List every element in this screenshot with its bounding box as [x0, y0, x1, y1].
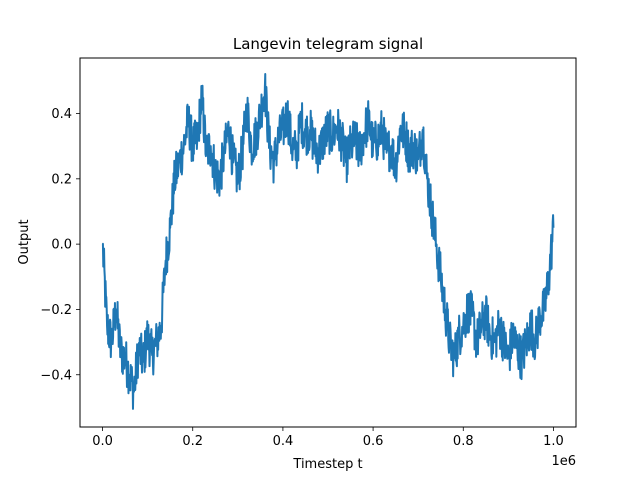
x-axis-ticks: 0.0 0.2 0.4 0.6 0.8 1.0: [92, 427, 564, 449]
y-axis-label: Output: [17, 219, 32, 264]
y-axis-ticks: −0.4 −0.2 0.0 0.2 0.4: [40, 107, 80, 383]
chart-title: Langevin telegram signal: [233, 35, 423, 53]
y-tick-label: −0.2: [40, 303, 72, 318]
y-tick-label: 0.4: [51, 107, 72, 122]
x-axis-label: Timestep t: [292, 457, 362, 472]
x-tick-label: 0.4: [273, 434, 294, 449]
x-tick-label: 0.2: [182, 434, 203, 449]
plot-frame: [79, 57, 577, 428]
y-tick-label: 0.0: [51, 238, 72, 253]
x-tick-label: 0.6: [363, 434, 384, 449]
x-tick-label: 0.8: [453, 434, 474, 449]
x-axis-offset-label: 1e6: [551, 454, 576, 469]
y-tick-label: 0.2: [51, 172, 72, 187]
x-tick-label: 1.0: [543, 434, 564, 449]
series-line: [101, 73, 555, 410]
y-tick-label: −0.4: [40, 368, 72, 383]
x-tick-label: 0.0: [92, 434, 113, 449]
